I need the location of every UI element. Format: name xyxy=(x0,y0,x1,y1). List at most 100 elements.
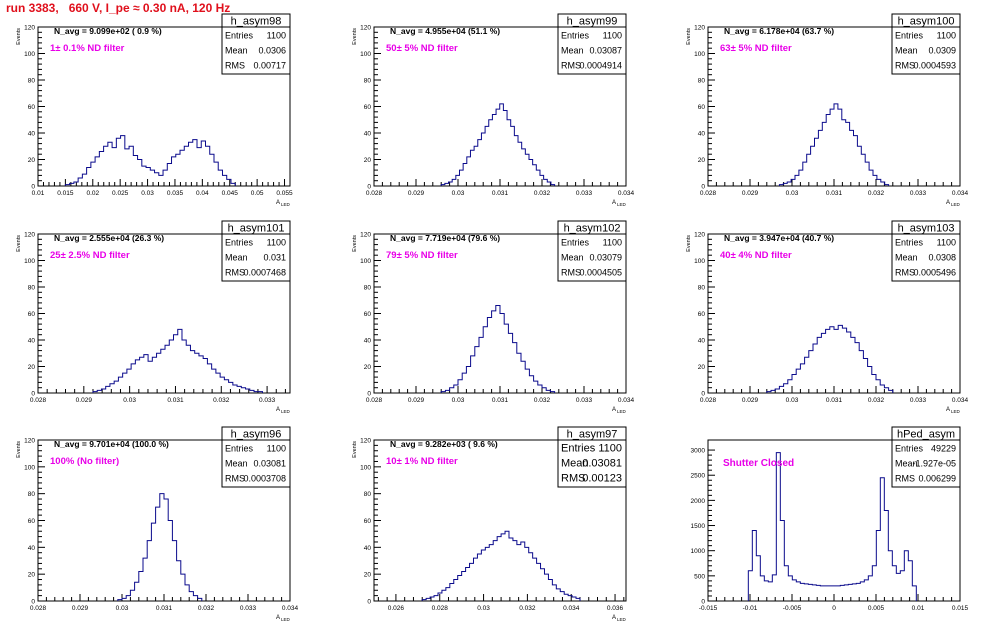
histogram-series xyxy=(440,305,556,393)
x-tick-label: 0.03 xyxy=(452,190,465,197)
y-tick-label: 120 xyxy=(694,232,705,239)
x-tick-label: -0.01 xyxy=(743,605,758,612)
x-tick-label: 0.029 xyxy=(72,605,89,612)
x-tick-label: 0.032 xyxy=(534,397,551,404)
y-tick-label: 20 xyxy=(28,572,36,579)
x-tick-label: 0.031 xyxy=(826,397,843,404)
x-tick-label: 0.036 xyxy=(607,605,624,612)
x-tick-label: 0.028 xyxy=(700,397,717,404)
histogram-panel-h_asym102: 0 20 40 60 80 100 120 0.028 0.029 0.03 0.031 0.032 0… xyxy=(352,220,635,414)
y-tick-label: 120 xyxy=(360,438,371,445)
y-tick-label: 0 xyxy=(701,599,705,606)
stats-label: Mean xyxy=(895,46,918,56)
x-axis-title: A xyxy=(612,200,616,206)
stats-label: RMS xyxy=(225,474,245,484)
x-tick-label: 0.032 xyxy=(534,190,551,197)
histogram-panel-h_asym99: 0 20 40 60 80 100 120 0.028 0.029 0.03 0.031 0.032 0… xyxy=(352,13,635,207)
stats-label: RMS xyxy=(225,61,245,71)
stats-value: 0.03079 xyxy=(589,253,622,263)
x-tick-label: 0.015 xyxy=(952,605,969,612)
x-tick-label: 0.031 xyxy=(492,190,509,197)
y-tick-label: 40 xyxy=(28,338,36,345)
stats-value: 1100 xyxy=(603,238,622,248)
x-tick-label: 0.034 xyxy=(952,397,969,404)
y-axis-title: Events xyxy=(686,28,692,45)
x-tick-label: 0.031 xyxy=(826,190,843,197)
y-tick-label: 1000 xyxy=(691,548,706,555)
x-tick-label: 0.005 xyxy=(868,605,885,612)
histogram-name: hPed_asym xyxy=(897,429,955,441)
x-tick-label: 0.033 xyxy=(240,605,257,612)
histogram-panel-h_asym100: 0 20 40 60 80 100 120 0.028 0.029 0.03 0.031 0.032 0… xyxy=(686,13,969,207)
histogram-name: h_asym102 xyxy=(564,223,621,235)
y-tick-label: 2000 xyxy=(691,498,706,505)
y-tick-label: 20 xyxy=(698,157,706,164)
filter-label: 79± 5% ND filter xyxy=(386,250,458,261)
stats-box xyxy=(557,13,627,75)
x-tick-label: 0.029 xyxy=(408,190,425,197)
stats-label: Mean xyxy=(561,253,584,263)
filter-label: 10± 1% ND filter xyxy=(386,456,458,467)
y-tick-label: 0 xyxy=(31,391,35,398)
x-tick-label: 0.029 xyxy=(408,397,425,404)
n-avg-label: N_avg = 3.947e+04 (40.7 %) xyxy=(724,233,834,243)
stats-box xyxy=(891,13,961,75)
y-tick-label: 100 xyxy=(694,51,705,58)
x-tick-label: 0.033 xyxy=(576,397,593,404)
histogram-panel-h_asym97: 0 20 40 60 80 100 120 0.026 0.028 0.03 0.032 0.034 0… xyxy=(352,426,627,622)
y-tick-label: 80 xyxy=(364,285,372,292)
y-axis-title: Events xyxy=(352,235,358,252)
stats-value: 0.0004914 xyxy=(579,61,622,71)
n-avg-label: N_avg = 9.701e+04 (100.0 %) xyxy=(54,439,169,449)
x-axis-title-subscript: LED xyxy=(281,409,291,414)
y-tick-label: 40 xyxy=(364,545,372,552)
histogram-series xyxy=(747,452,917,601)
stats-value: 0.0306 xyxy=(258,46,286,56)
stats-value: 0.03087 xyxy=(589,46,622,56)
x-tick-label: 0.032 xyxy=(213,397,230,404)
stats-box xyxy=(221,426,291,488)
stats-box xyxy=(891,426,961,488)
x-axis-title-subscript: LED xyxy=(951,202,961,207)
y-tick-label: 120 xyxy=(24,25,35,32)
y-tick-label: 120 xyxy=(360,232,371,239)
histogram-series xyxy=(92,328,264,393)
stats-label: Entries xyxy=(561,31,590,41)
stats-label: Entries xyxy=(561,443,596,455)
y-tick-label: 60 xyxy=(28,518,36,525)
x-axis-title-subscript: LED xyxy=(281,202,291,207)
stats-label: Mean xyxy=(895,459,918,469)
y-tick-label: 60 xyxy=(28,104,36,111)
stats-value: 0.031 xyxy=(263,253,286,263)
stats-label: RMS xyxy=(561,268,581,278)
x-tick-label: 0.031 xyxy=(167,397,184,404)
x-tick-label: 0.03 xyxy=(116,605,129,612)
stats-label: Entries xyxy=(895,238,924,248)
y-tick-label: 100 xyxy=(360,258,371,265)
x-axis-title: A xyxy=(276,615,280,621)
n-avg-label: N_avg = 9.282e+03 ( 9.6 %) xyxy=(390,439,498,449)
histogram-panel-h_asym96: 0 20 40 60 80 100 120 0.028 0.029 0.03 0.031 0.032 0… xyxy=(16,426,299,622)
histogram-series xyxy=(440,103,556,186)
x-tick-label: 0.034 xyxy=(563,605,580,612)
x-tick-label: 0.032 xyxy=(868,397,885,404)
stats-label: Mean xyxy=(225,253,248,263)
x-tick-label: 0.034 xyxy=(952,190,969,197)
y-tick-label: 2500 xyxy=(691,473,706,480)
stats-value: 49229 xyxy=(931,444,956,454)
y-tick-label: 60 xyxy=(28,311,36,318)
x-tick-label: 0.03 xyxy=(452,397,465,404)
x-axis-title: A xyxy=(612,407,616,413)
x-tick-label: 0.031 xyxy=(492,397,509,404)
x-tick-label: 0.028 xyxy=(30,397,47,404)
stats-label: Entries xyxy=(225,31,254,41)
y-tick-label: 80 xyxy=(698,285,706,292)
histogram-series xyxy=(766,324,894,393)
y-tick-label: 40 xyxy=(28,545,36,552)
y-tick-label: 20 xyxy=(28,364,36,371)
y-tick-label: 40 xyxy=(698,131,706,138)
x-tick-label: 0.028 xyxy=(700,190,717,197)
x-axis-title-subscript: LED xyxy=(281,617,291,622)
stats-label: Entries xyxy=(895,444,924,454)
